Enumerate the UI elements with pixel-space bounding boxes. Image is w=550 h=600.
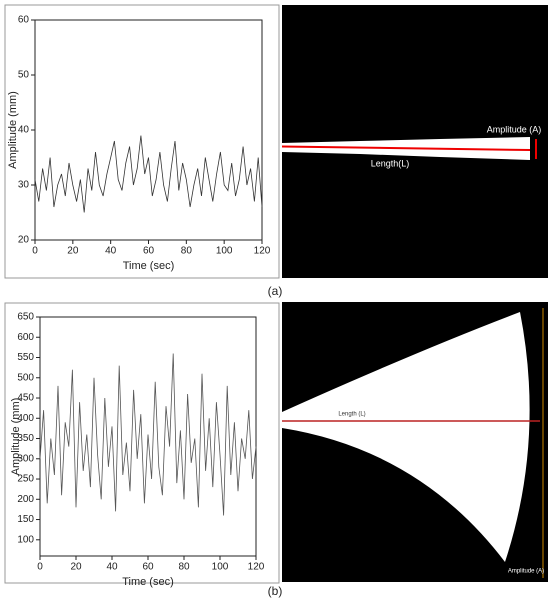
- x-tick-label: 20: [67, 246, 79, 257]
- y-tick-label: 550: [17, 352, 34, 363]
- y-tick-label: 50: [18, 70, 30, 81]
- y-tick-label: 60: [18, 15, 30, 26]
- y-tick-label: 300: [17, 453, 34, 464]
- data-line: [34, 135, 263, 213]
- length-line: [281, 145, 531, 151]
- data-line: [39, 353, 257, 516]
- y-tick-label: 500: [17, 372, 34, 383]
- y-axis-label: Amplitude (mm): [10, 398, 22, 476]
- image-label: Amplitude (A): [487, 124, 542, 134]
- y-tick-label: 100: [17, 534, 34, 545]
- chart-frame: [4, 302, 280, 584]
- x-tick-label: 120: [254, 246, 271, 257]
- x-tick-label: 0: [37, 562, 43, 573]
- plot-area: [34, 19, 263, 241]
- x-tick-label: 60: [142, 562, 154, 573]
- y-tick-label: 30: [18, 180, 30, 191]
- image-a: Amplitude (A) Length(L): [281, 5, 548, 278]
- caption: (b): [268, 584, 283, 598]
- image-b: Length (L) Amplitude (A): [282, 302, 548, 582]
- y-tick-label: 400: [17, 413, 34, 424]
- x-axis-label: Time (sec): [123, 260, 175, 272]
- y-tick-label: 250: [17, 474, 34, 485]
- y-axis-label: Amplitude (mm): [7, 91, 19, 169]
- x-axis-label: Time (sec): [122, 576, 174, 588]
- x-tick-label: 0: [32, 246, 38, 257]
- image-label: Length(L): [371, 158, 410, 168]
- x-tick-label: 60: [143, 246, 155, 257]
- y-tick-label: 150: [17, 514, 34, 525]
- x-tick-label: 120: [248, 562, 265, 573]
- x-tick-label: 80: [181, 246, 193, 257]
- x-tick-label: 100: [212, 562, 229, 573]
- y-tick-label: 350: [17, 433, 34, 444]
- beam: [282, 312, 530, 562]
- x-tick-label: 20: [70, 562, 82, 573]
- x-tick-label: 100: [216, 246, 233, 257]
- y-tick-label: 450: [17, 393, 34, 404]
- y-tick-label: 200: [17, 494, 34, 505]
- y-tick-label: 20: [18, 235, 30, 246]
- caption: (a): [268, 284, 283, 298]
- x-tick-label: 40: [105, 246, 117, 257]
- x-tick-label: 80: [178, 562, 190, 573]
- chart-frame: [4, 4, 280, 279]
- y-tick-label: 650: [17, 312, 34, 323]
- y-tick-label: 600: [17, 332, 34, 343]
- image-label: Length (L): [338, 412, 365, 418]
- x-tick-label: 40: [106, 562, 118, 573]
- image-label: Amplitude (A): [508, 569, 544, 575]
- y-tick-label: 40: [18, 125, 30, 136]
